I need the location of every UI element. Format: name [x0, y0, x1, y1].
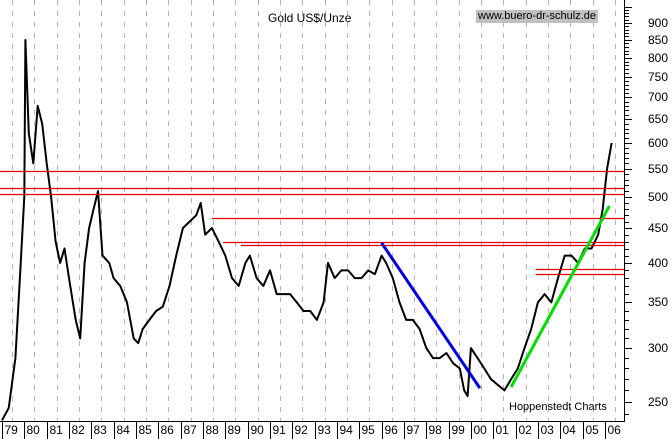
x-tick-label: 06 — [607, 423, 621, 437]
y-tick-label: 400 — [648, 255, 669, 270]
y-tick-label: 850 — [648, 32, 669, 47]
x-tick-label: 92 — [294, 423, 308, 437]
y-tick-label: 800 — [648, 50, 669, 65]
x-tick-label: 00 — [473, 423, 487, 437]
x-tick-label: 05 — [585, 423, 599, 437]
chart-title: Gold US$/Unze — [268, 11, 352, 25]
x-tick-label: 96 — [384, 423, 398, 437]
x-tick-label: 86 — [160, 423, 174, 437]
x-tick-label: 02 — [518, 423, 532, 437]
x-tick-label: 98 — [428, 423, 442, 437]
x-tick-label: 03 — [540, 423, 554, 437]
y-tick-label: 750 — [648, 69, 669, 84]
x-tick-label: 99 — [451, 423, 465, 437]
uptrend-line — [509, 205, 611, 388]
x-tick-label: 01 — [495, 423, 509, 437]
y-tick-label: 450 — [648, 221, 669, 236]
x-tick-label: 04 — [562, 423, 576, 437]
y-tick-label: 550 — [648, 161, 669, 176]
x-tick-label: 94 — [339, 423, 353, 437]
x-tick-label: 82 — [71, 423, 85, 437]
y-tick-label: 250 — [648, 395, 669, 409]
url-badge[interactable]: www.buero-dr-schulz.de — [476, 10, 598, 23]
chart-credit: Hoppenstedt Charts — [509, 401, 607, 413]
x-tick-label: 90 — [250, 423, 264, 437]
y-tick-label: 900 — [648, 16, 669, 30]
y-tick-label: 650 — [648, 112, 669, 127]
y-tick-label: 350 — [648, 295, 669, 310]
y-tick-label: 700 — [648, 90, 669, 105]
y-tick-label: 600 — [648, 135, 669, 150]
x-tick-label: 79 — [4, 423, 18, 437]
x-tick-label: 95 — [361, 423, 375, 437]
x-tick-label: 89 — [227, 423, 241, 437]
x-tick-label: 80 — [26, 423, 40, 437]
y-tick-label: 300 — [648, 341, 669, 356]
x-tick-label: 87 — [183, 423, 197, 437]
x-tick-label: 83 — [93, 423, 107, 437]
x-tick-label: 84 — [116, 423, 130, 437]
x-tick-label: 85 — [138, 423, 152, 437]
y-tick-label: 500 — [648, 189, 669, 204]
x-tick-label: 81 — [49, 423, 63, 437]
downtrend-line — [380, 242, 482, 389]
price-line — [1, 38, 613, 421]
x-tick-label: 93 — [317, 423, 331, 437]
x-tick-label: 91 — [272, 423, 286, 437]
x-tick-label: 97 — [406, 423, 420, 437]
x-tick-label: 88 — [205, 423, 219, 437]
